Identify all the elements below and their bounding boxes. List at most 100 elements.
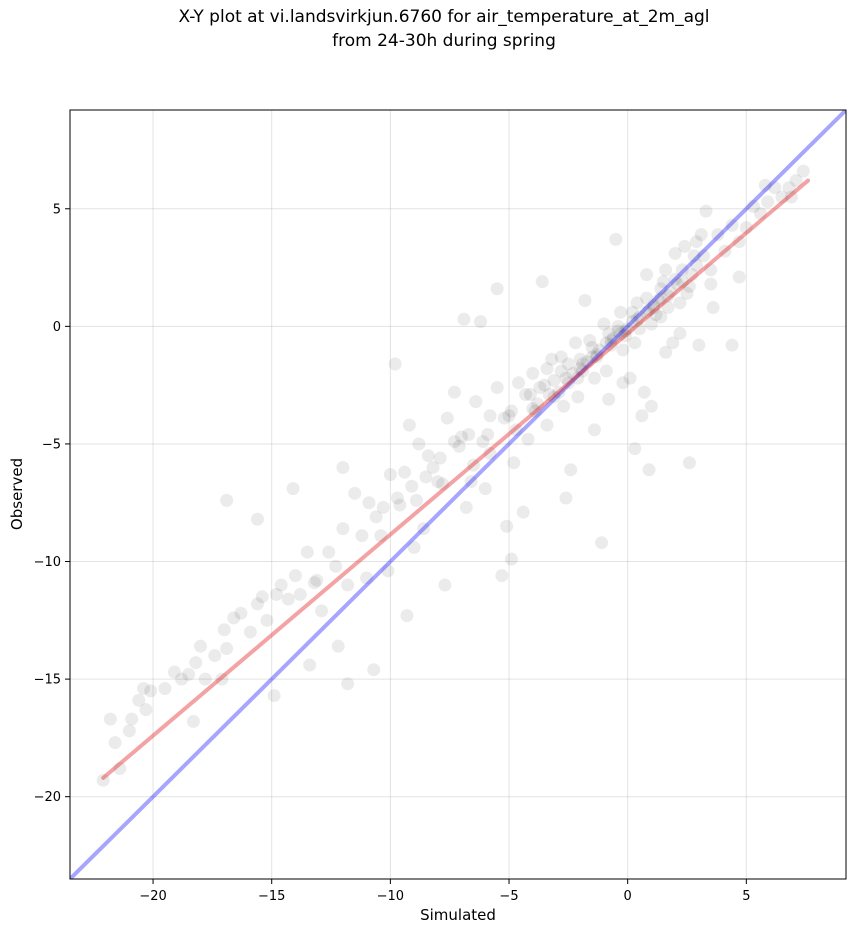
data-point	[784, 190, 798, 204]
data-point	[274, 578, 288, 592]
data-point	[307, 576, 321, 590]
x-tick-label: 0	[624, 889, 632, 904]
x-tick-label: −10	[377, 889, 404, 904]
data-point	[559, 491, 573, 505]
data-point	[754, 206, 768, 220]
data-point	[640, 305, 654, 319]
data-point	[592, 343, 606, 357]
y-tick-label: 5	[53, 202, 61, 217]
data-point	[315, 604, 329, 618]
data-point	[113, 761, 127, 775]
data-point	[533, 380, 547, 394]
data-point	[393, 498, 407, 512]
data-point	[616, 376, 630, 390]
data-point	[367, 663, 381, 677]
data-point	[649, 308, 663, 322]
data-point	[490, 282, 504, 296]
data-point	[234, 606, 248, 620]
data-point	[516, 505, 530, 519]
data-point	[398, 465, 412, 479]
data-point	[227, 611, 241, 625]
data-point	[303, 658, 317, 672]
data-point	[469, 395, 483, 409]
data-point	[640, 291, 654, 305]
data-point	[666, 336, 680, 350]
data-point	[433, 451, 447, 465]
data-point	[300, 545, 314, 559]
data-point	[348, 486, 362, 500]
x-tick-label: −5	[499, 889, 518, 904]
y-tick-label: 0	[53, 320, 61, 335]
y-tick-label: −20	[34, 790, 61, 805]
data-point	[369, 510, 383, 524]
data-point	[255, 590, 269, 604]
one-to-one-line	[70, 110, 846, 879]
data-point	[602, 392, 616, 406]
data-point	[329, 559, 343, 573]
data-point	[250, 597, 264, 611]
data-point	[502, 409, 516, 423]
data-point	[269, 587, 283, 601]
data-point	[554, 364, 568, 378]
data-point	[457, 312, 471, 326]
data-point	[452, 439, 466, 453]
data-point	[675, 263, 689, 277]
data-point	[618, 324, 632, 338]
y-axis-label: Observed	[8, 458, 26, 530]
data-point	[647, 298, 661, 312]
data-point	[628, 336, 642, 350]
plot-frame	[69, 109, 847, 880]
data-point	[267, 689, 281, 703]
data-point	[526, 366, 540, 380]
data-point	[573, 352, 587, 366]
data-point	[585, 350, 599, 364]
data-point	[400, 609, 414, 623]
data-point	[331, 639, 345, 653]
data-point	[606, 331, 620, 345]
data-point	[599, 336, 613, 350]
data-point	[542, 388, 556, 402]
data-point	[559, 371, 573, 385]
data-point	[704, 263, 718, 277]
data-point	[381, 564, 395, 578]
data-point	[595, 536, 609, 550]
data-point	[583, 333, 597, 347]
data-point	[383, 468, 397, 482]
data-point	[189, 656, 203, 670]
data-point	[680, 286, 694, 300]
data-point	[495, 569, 509, 583]
data-point	[447, 435, 461, 449]
data-point	[692, 338, 706, 352]
data-point	[654, 291, 668, 305]
data-point	[699, 204, 713, 218]
data-point	[421, 449, 435, 463]
data-point	[137, 682, 151, 696]
data-point	[656, 275, 670, 289]
data-point	[571, 371, 585, 385]
data-point	[507, 456, 521, 470]
data-point	[464, 475, 478, 489]
data-point	[673, 326, 687, 340]
data-point	[561, 357, 575, 371]
data-point	[96, 773, 110, 787]
x-axis-label: Simulated	[420, 906, 496, 924]
data-point	[490, 380, 504, 394]
data-point	[633, 322, 647, 336]
data-point	[739, 221, 753, 235]
data-point	[250, 512, 264, 526]
data-point	[718, 244, 732, 258]
data-point	[540, 418, 554, 432]
data-point	[706, 301, 720, 315]
data-point	[390, 491, 404, 505]
data-point	[530, 397, 544, 411]
data-point	[538, 378, 552, 392]
data-point	[694, 228, 708, 242]
data-point	[158, 682, 172, 696]
data-point	[782, 181, 796, 195]
data-point	[614, 326, 628, 340]
data-point	[789, 174, 803, 188]
data-point	[523, 388, 537, 402]
data-point	[281, 592, 295, 606]
data-point	[405, 479, 419, 493]
data-point	[625, 305, 639, 319]
